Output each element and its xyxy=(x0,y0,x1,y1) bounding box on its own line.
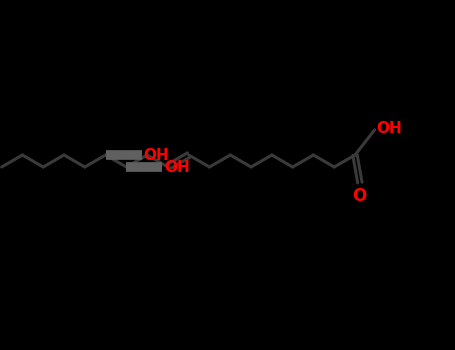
Text: OH: OH xyxy=(144,147,169,162)
Text: OH: OH xyxy=(377,121,403,136)
Text: OH: OH xyxy=(164,160,190,175)
Text: O: O xyxy=(352,187,366,204)
